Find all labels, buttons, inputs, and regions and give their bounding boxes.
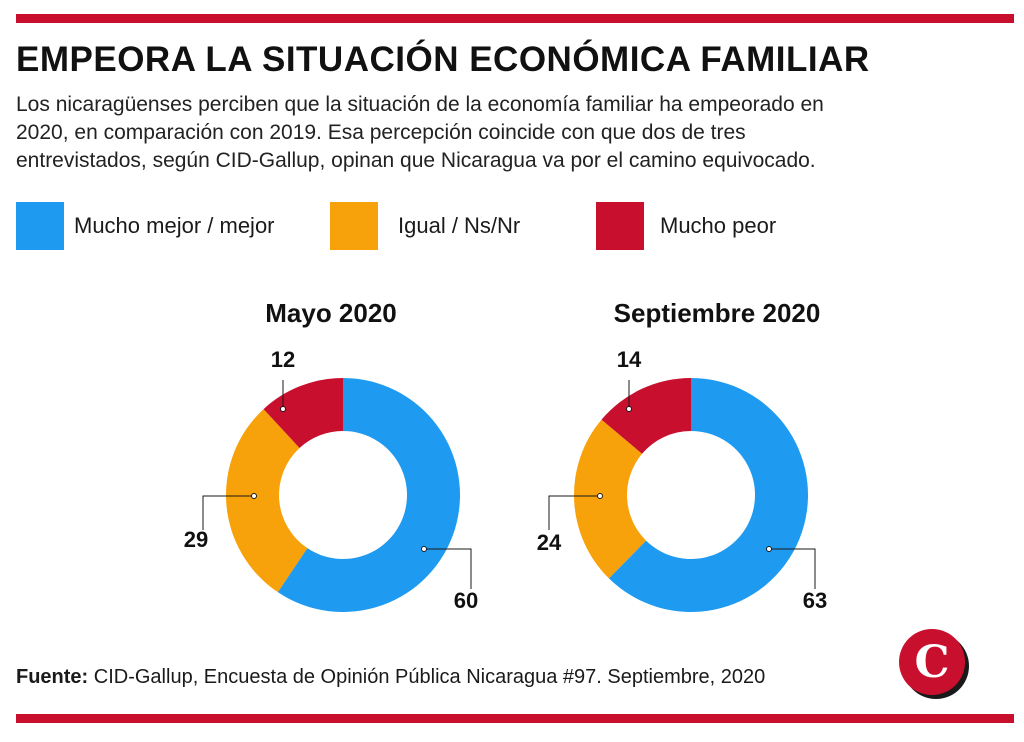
- subtitle-line: entrevistados, según CID-Gallup, opinan …: [16, 149, 816, 172]
- source-text: CID-Gallup, Encuesta de Opinión Pública …: [88, 666, 766, 688]
- top-rule: [16, 14, 1014, 23]
- leader-line-mayo-mejor: [424, 548, 472, 589]
- value-label-septiembre-igual: 24: [537, 530, 562, 555]
- leader-dot-mayo-mejor: [421, 546, 427, 552]
- value-label-mayo-igual: 29: [184, 527, 208, 552]
- slice-mayo-mejor: [277, 378, 460, 612]
- page-subtitle: Los nicaragüenses perciben que la situac…: [16, 91, 1006, 175]
- leader-dot-septiembre-mejor: [766, 546, 772, 552]
- slice-septiembre-igual: [574, 419, 647, 579]
- leader-dot-septiembre-igual: [597, 493, 603, 499]
- subtitle-line: Los nicaragüenses perciben que la situac…: [16, 93, 824, 116]
- leader-line-septiembre-mejor: [769, 548, 816, 589]
- legend-label-igual: Igual / Ns/Nr: [398, 213, 521, 238]
- page-title: EMPEORA LA SITUACIÓN ECONÓMICA FAMILIAR: [16, 40, 870, 79]
- logo-circle: [899, 629, 965, 695]
- chart-title-mayo: Mayo 2020: [265, 298, 397, 328]
- leader-dot-mayo-peor: [280, 406, 286, 412]
- leader-line-mayo-igual: [202, 495, 254, 530]
- slice-mayo-igual: [225, 409, 308, 593]
- value-label-septiembre-peor: 14: [617, 347, 642, 372]
- legend-item-mejor: Mucho mejor / mejor: [16, 202, 275, 250]
- brand-logo: C: [899, 629, 969, 699]
- source-note: Fuente: CID-Gallup, Encuesta de Opinión …: [16, 666, 765, 689]
- value-label-mayo-peor: 12: [271, 347, 295, 372]
- leader-dot-mayo-igual: [251, 493, 257, 499]
- slice-septiembre-mejor: [608, 378, 809, 612]
- legend-swatch-peor: [596, 202, 644, 250]
- legend-swatch-mejor: [16, 202, 64, 250]
- legend-item-igual: Igual / Ns/Nr: [330, 202, 520, 250]
- value-label-mayo-mejor: 60: [454, 588, 478, 613]
- subtitle-line: 2020, en comparación con 2019. Esa perce…: [16, 121, 746, 144]
- logo-letter: C: [914, 637, 949, 688]
- legend-label-mejor: Mucho mejor / mejor: [74, 213, 275, 238]
- legend-swatch-igual: [330, 202, 378, 250]
- legend-item-peor: Mucho peor: [596, 202, 776, 250]
- leader-line-septiembre-igual: [548, 495, 600, 530]
- bottom-rule: [16, 714, 1014, 723]
- source-label: Fuente:: [16, 666, 89, 688]
- value-label-septiembre-mejor: 63: [803, 588, 827, 613]
- chart-title-septiembre: Septiembre 2020: [613, 298, 821, 328]
- legend-label-peor: Mucho peor: [660, 213, 777, 238]
- leader-dot-septiembre-peor: [626, 406, 632, 412]
- slice-septiembre-peor: [601, 378, 691, 454]
